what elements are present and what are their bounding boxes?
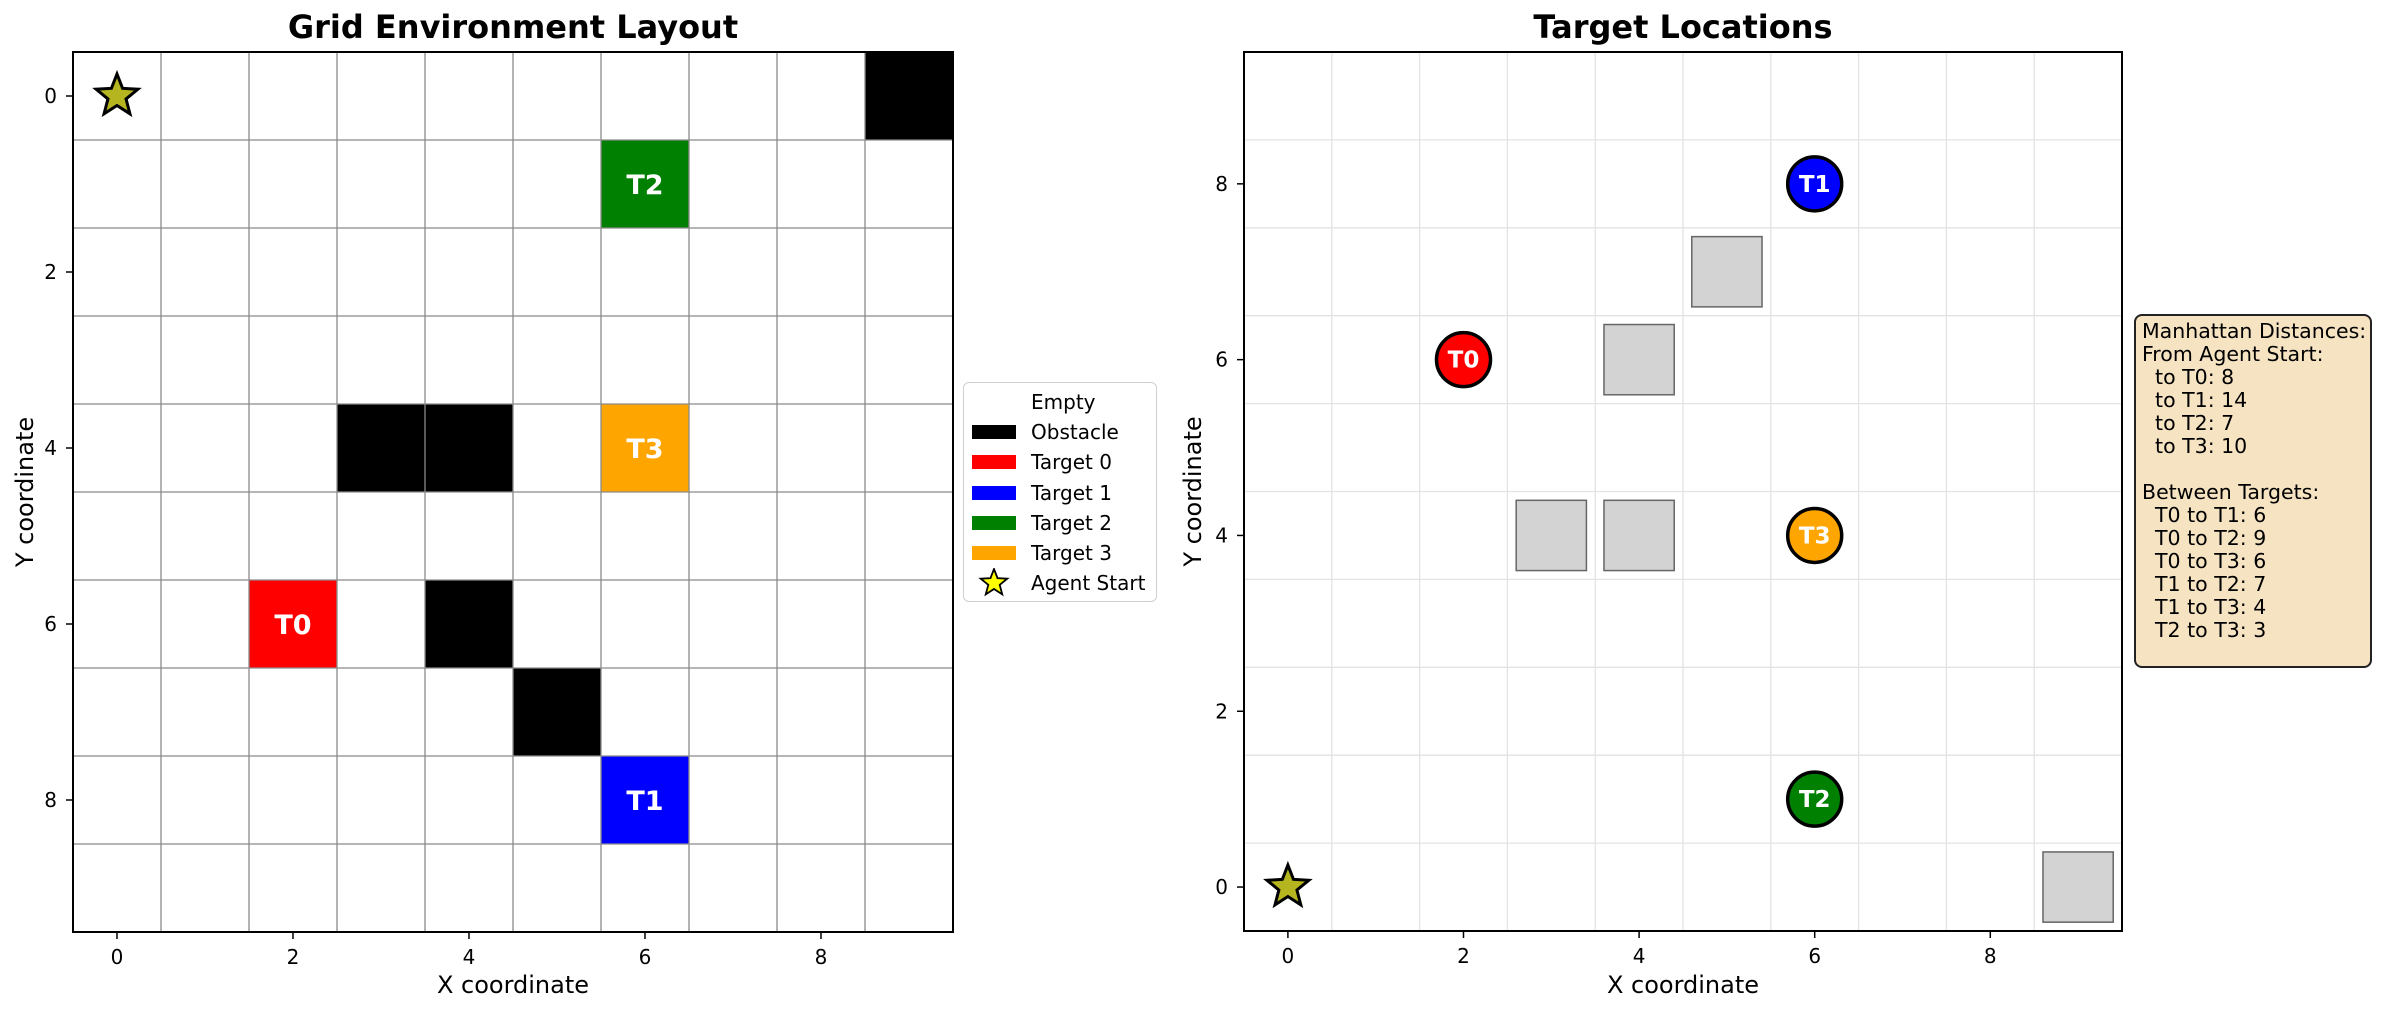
legend-label: Empty [1031, 390, 1096, 414]
x-tick-label: 2 [287, 945, 300, 969]
annotation-line [2142, 458, 2370, 481]
legend-star-icon [978, 568, 1010, 597]
annotation-line: T0 to T3: 6 [2142, 549, 2267, 573]
axes-frame [72, 51, 954, 933]
legend-label: Target 0 [1031, 450, 1112, 475]
legend-swatch [972, 425, 1016, 440]
x-tick-label: 0 [1282, 944, 1295, 968]
x-tick-label: 2 [1457, 944, 1470, 968]
obstacle-square [1691, 235, 1763, 308]
legend-label: Obstacle [1031, 420, 1119, 445]
annotation-line: T0 to T1: 6 [2142, 503, 2267, 527]
manhattan-distance-annotation: Manhattan Distances: From Agent Start: to… [2134, 314, 2372, 668]
annotation-line: to T1: 14 [2142, 388, 2248, 412]
target-point [1785, 155, 1844, 213]
legend-entry: Target 3 [964, 538, 1154, 568]
x-tick-label: 8 [1984, 944, 1997, 968]
legend-label: Target 2 [1031, 510, 1112, 535]
legend-swatch [972, 485, 1016, 500]
obstacle-cell [337, 404, 425, 492]
legend-swatch [972, 515, 1016, 530]
legend-entry: Target 0 [964, 447, 1154, 477]
chart-title: Target Locations [1533, 8, 1832, 46]
obstacle-square [1603, 323, 1675, 396]
x-tick-label: 4 [1633, 944, 1646, 968]
target-point [1434, 330, 1493, 389]
target-cell [601, 140, 689, 228]
legend-label: Target 1 [1031, 480, 1112, 505]
y-tick-label: 8 [1215, 172, 1228, 196]
x-axis-label: X coordinate [437, 971, 589, 999]
annotation-line: T2 to T3: 3 [2142, 618, 2267, 642]
y-axis-label: Y coordinate [11, 417, 39, 568]
annotation-line: to T3: 10 [2142, 434, 2248, 458]
legend-entry: Target 1 [964, 478, 1154, 508]
y-axis-label: Y coordinate [1179, 416, 1207, 567]
y-tick-label: 6 [44, 612, 57, 636]
target-point [1785, 506, 1844, 565]
y-tick-label: 4 [1215, 523, 1228, 547]
target-label: T2 [626, 170, 663, 201]
legend-entry: Empty [964, 387, 1154, 417]
x-tick-label: 8 [815, 945, 828, 969]
legend-star-marker [978, 568, 1010, 597]
annotation-line: to T2: 7 [2142, 411, 2235, 435]
agent-start-star [1263, 860, 1313, 909]
obstacle-cell [425, 404, 513, 492]
x-tick-label: 6 [639, 945, 652, 969]
legend-swatch [972, 455, 1016, 470]
target-cell [601, 404, 689, 492]
obstacle-square [1515, 499, 1588, 572]
target-cell [249, 580, 337, 668]
annotation-line: T0 to T2: 9 [2142, 526, 2267, 550]
x-tick-label: 0 [111, 945, 124, 969]
annotation-line: From Agent Start: [2142, 342, 2324, 366]
x-tick-label: 6 [1808, 944, 1821, 968]
y-tick-label: 2 [44, 260, 57, 284]
target-label: T0 [274, 610, 311, 641]
legend-label: Agent Start [1031, 571, 1146, 596]
legend-swatch [972, 546, 1016, 560]
obstacle-square [2042, 851, 2114, 923]
annotation-line: T1 to T2: 7 [2142, 572, 2267, 596]
annotation-line: to T0: 8 [2142, 365, 2235, 389]
annotation-line: T1 to T3: 4 [2142, 595, 2267, 619]
annotation-line: Manhattan Distances: [2142, 319, 2367, 343]
legend-entry: Obstacle [964, 417, 1154, 447]
target-label: T0 [1448, 348, 1480, 374]
target-label: T1 [1799, 172, 1831, 198]
target-label: T2 [1799, 787, 1831, 813]
y-tick-label: 0 [44, 84, 57, 108]
obstacle-cell [865, 52, 953, 140]
y-tick-label: 0 [1215, 875, 1228, 899]
y-tick-label: 4 [44, 436, 57, 460]
target-label: T3 [1799, 523, 1831, 549]
x-tick-label: 4 [463, 945, 476, 969]
annotation-line: Between Targets: [2142, 480, 2320, 504]
legend-entry: Agent Start [964, 568, 1154, 598]
legend-entry: Target 2 [964, 508, 1154, 538]
x-axis-label: X coordinate [1607, 971, 1759, 999]
agent-start-star [92, 69, 142, 118]
obstacle-square [1603, 499, 1675, 572]
target-cell [601, 756, 689, 844]
chart-title: Grid Environment Layout [288, 8, 738, 46]
legend: Empty Obstacle Target 0 Target 1 Target 2 Tar… [963, 382, 1157, 602]
target-point [1785, 770, 1844, 828]
y-tick-label: 6 [1215, 348, 1228, 372]
axes-frame [1243, 51, 2123, 932]
target-label: T1 [626, 786, 663, 817]
y-tick-label: 2 [1215, 699, 1228, 723]
obstacle-cell [425, 580, 513, 668]
legend-label: Target 3 [1031, 541, 1112, 565]
y-tick-label: 8 [44, 788, 57, 812]
obstacle-cell [513, 668, 601, 756]
target-label: T3 [626, 434, 663, 465]
